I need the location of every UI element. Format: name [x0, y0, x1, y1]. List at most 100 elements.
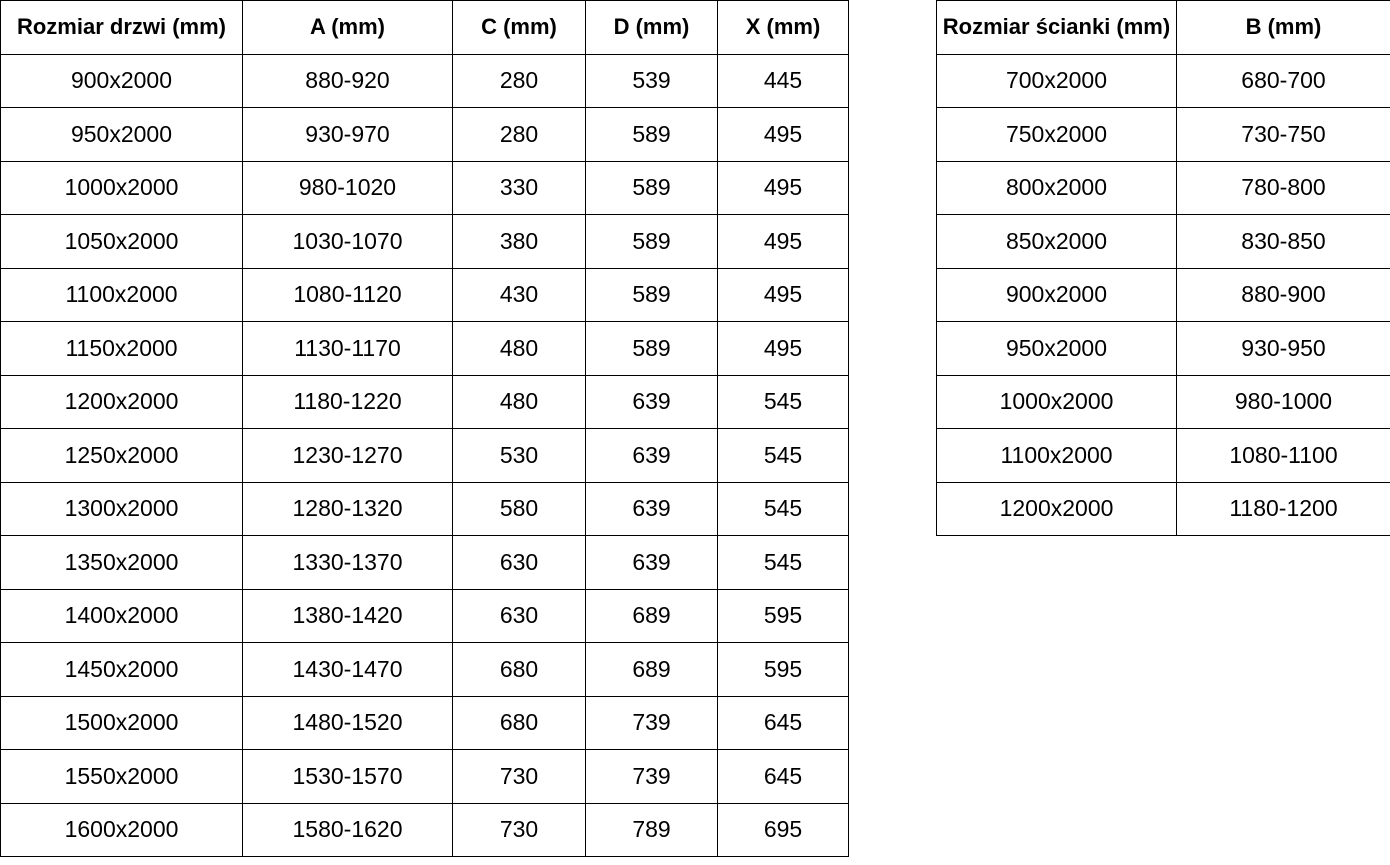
table-cell: 980-1020	[242, 160, 453, 215]
table-cell: 1380-1420	[242, 588, 453, 643]
table-cell: 639	[585, 481, 718, 536]
table-cell: 730	[452, 802, 586, 857]
table-cell: 630	[452, 588, 586, 643]
table-cell: 930-950	[1176, 321, 1390, 376]
table-cell: 595	[717, 588, 849, 643]
table-row: 1200x2000 1180-1220 480 639 545	[0, 374, 849, 429]
table-cell: 480	[452, 374, 586, 429]
table-cell: 900x2000	[0, 53, 243, 108]
table-cell: 639	[585, 535, 718, 590]
table-cell: 1180-1200	[1176, 481, 1390, 536]
table-cell: 739	[585, 749, 718, 804]
table-cell: 1000x2000	[0, 160, 243, 215]
table-cell: 480	[452, 321, 586, 376]
table-row: 1400x2000 1380-1420 630 689 595	[0, 588, 849, 643]
table-cell: 695	[717, 802, 849, 857]
table-cell: 545	[717, 481, 849, 536]
column-header: X (mm)	[717, 0, 849, 55]
table-row: 1150x2000 1130-1170 480 589 495	[0, 321, 849, 376]
table-cell: 980-1000	[1176, 374, 1390, 429]
table-cell: 495	[717, 107, 849, 162]
table-cell: 330	[452, 160, 586, 215]
table-cell: 1130-1170	[242, 321, 453, 376]
table-cell: 630	[452, 535, 586, 590]
table-cell: 1200x2000	[936, 481, 1177, 536]
table-cell: 1280-1320	[242, 481, 453, 536]
table-cell: 280	[452, 107, 586, 162]
table-row: 900x2000 880-920 280 539 445	[0, 53, 849, 108]
table-row: 1600x2000 1580-1620 730 789 695	[0, 802, 849, 857]
table-cell: 1350x2000	[0, 535, 243, 590]
column-header: D (mm)	[585, 0, 718, 55]
table-row: 1000x2000 980-1000	[936, 374, 1390, 429]
table-cell: 1180-1220	[242, 374, 453, 429]
table-row: 750x2000 730-750	[936, 107, 1390, 162]
table-cell: 1150x2000	[0, 321, 243, 376]
table-cell: 1580-1620	[242, 802, 453, 857]
table-cell: 750x2000	[936, 107, 1177, 162]
table-cell: 639	[585, 374, 718, 429]
table-cell: 530	[452, 428, 586, 483]
table-cell: 495	[717, 160, 849, 215]
table-row: 700x2000 680-700	[936, 53, 1390, 108]
column-header: C (mm)	[452, 0, 586, 55]
table-row: 1450x2000 1430-1470 680 689 595	[0, 642, 849, 697]
table-cell: 730-750	[1176, 107, 1390, 162]
table-row: 1500x2000 1480-1520 680 739 645	[0, 695, 849, 750]
table-cell: 680-700	[1176, 53, 1390, 108]
column-header: B (mm)	[1176, 0, 1390, 55]
table-cell: 1030-1070	[242, 214, 453, 269]
table-cell: 1200x2000	[0, 374, 243, 429]
table-cell: 639	[585, 428, 718, 483]
table-cell: 689	[585, 642, 718, 697]
table-cell: 539	[585, 53, 718, 108]
table-cell: 1050x2000	[0, 214, 243, 269]
table-cell: 1330-1370	[242, 535, 453, 590]
wall-size-table: Rozmiar ścianki (mm) B (mm) 700x2000 680-70…	[936, 0, 1390, 536]
table-cell: 880-920	[242, 53, 453, 108]
table-cell: 900x2000	[936, 267, 1177, 322]
table-cell: 589	[585, 214, 718, 269]
table-cell: 1100x2000	[0, 267, 243, 322]
table-cell: 545	[717, 428, 849, 483]
table-cell: 580	[452, 481, 586, 536]
table-cell: 680	[452, 695, 586, 750]
table-cell: 930-970	[242, 107, 453, 162]
table-cell: 1430-1470	[242, 642, 453, 697]
table-cell: 700x2000	[936, 53, 1177, 108]
table-cell: 280	[452, 53, 586, 108]
table-row: 1050x2000 1030-1070 380 589 495	[0, 214, 849, 269]
header-row: Rozmiar drzwi (mm) A (mm) C (mm) D (mm) X (m…	[0, 0, 849, 55]
table-cell: 545	[717, 535, 849, 590]
table-cell: 1080-1120	[242, 267, 453, 322]
table-cell: 1530-1570	[242, 749, 453, 804]
table-cell: 589	[585, 267, 718, 322]
table-cell: 445	[717, 53, 849, 108]
table-row: 1000x2000 980-1020 330 589 495	[0, 160, 849, 215]
table-cell: 680	[452, 642, 586, 697]
table-cell: 589	[585, 321, 718, 376]
table-cell: 1080-1100	[1176, 428, 1390, 483]
table-row: 950x2000 930-970 280 589 495	[0, 107, 849, 162]
table-row: 1200x2000 1180-1200	[936, 481, 1390, 536]
table-row: 800x2000 780-800	[936, 160, 1390, 215]
table-cell: 645	[717, 749, 849, 804]
table-row: 1350x2000 1330-1370 630 639 545	[0, 535, 849, 590]
table-cell: 1480-1520	[242, 695, 453, 750]
table-cell: 595	[717, 642, 849, 697]
door-size-table: Rozmiar drzwi (mm) A (mm) C (mm) D (mm) X (m…	[0, 0, 849, 857]
column-header: Rozmiar drzwi (mm)	[0, 0, 243, 55]
table-row: 1100x2000 1080-1120 430 589 495	[0, 267, 849, 322]
table-row: 950x2000 930-950	[936, 321, 1390, 376]
table-cell: 850x2000	[936, 214, 1177, 269]
table-cell: 800x2000	[936, 160, 1177, 215]
table-cell: 689	[585, 588, 718, 643]
table-row: 1300x2000 1280-1320 580 639 545	[0, 481, 849, 536]
table-cell: 430	[452, 267, 586, 322]
table-cell: 880-900	[1176, 267, 1390, 322]
table-row: 850x2000 830-850	[936, 214, 1390, 269]
table-cell: 380	[452, 214, 586, 269]
table-cell: 950x2000	[936, 321, 1177, 376]
table-cell: 780-800	[1176, 160, 1390, 215]
